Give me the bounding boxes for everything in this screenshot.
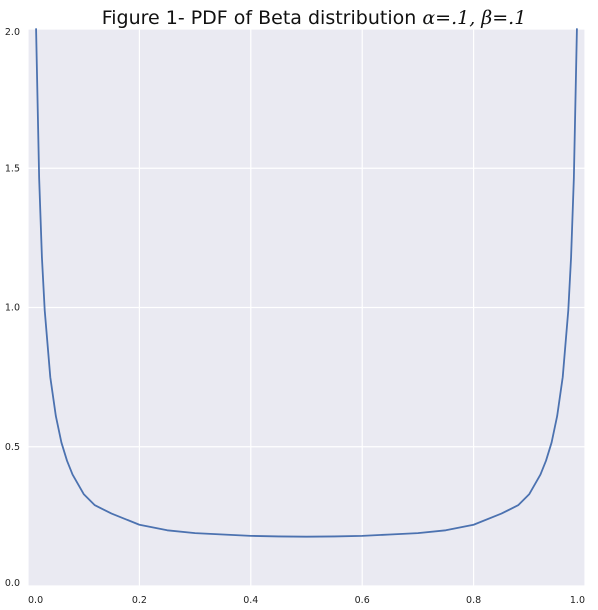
y-tick-label: 1.5	[5, 163, 20, 174]
x-tick-label: 0.0	[28, 595, 43, 606]
x-axis: 0.0 0.2 0.4 0.6 0.8 1.0	[28, 595, 585, 606]
chart-title-math: α=.1, β=.1	[422, 7, 526, 29]
chart-title-text: Figure 1- PDF of Beta distribution	[102, 7, 423, 29]
series-layer	[35, 28, 578, 538]
x-tick-label: 0.8	[466, 595, 481, 606]
x-tick-label: 0.6	[355, 595, 370, 606]
grid	[27, 28, 586, 587]
series-line	[35, 28, 578, 538]
y-tick-label: 0.0	[5, 578, 20, 589]
y-tick-label: 1.0	[5, 303, 20, 314]
y-axis: 0.0 0.5 1.0 1.5 2.0	[5, 27, 20, 589]
x-tick-label: 1.0	[570, 595, 585, 606]
y-tick-label: 2.0	[5, 27, 20, 38]
x-tick-label: 0.4	[243, 595, 258, 606]
x-tick-label: 0.2	[132, 595, 147, 606]
y-tick-label: 0.5	[5, 442, 20, 453]
chart-title: Figure 1- PDF of Beta distribution α=.1,…	[102, 7, 527, 29]
